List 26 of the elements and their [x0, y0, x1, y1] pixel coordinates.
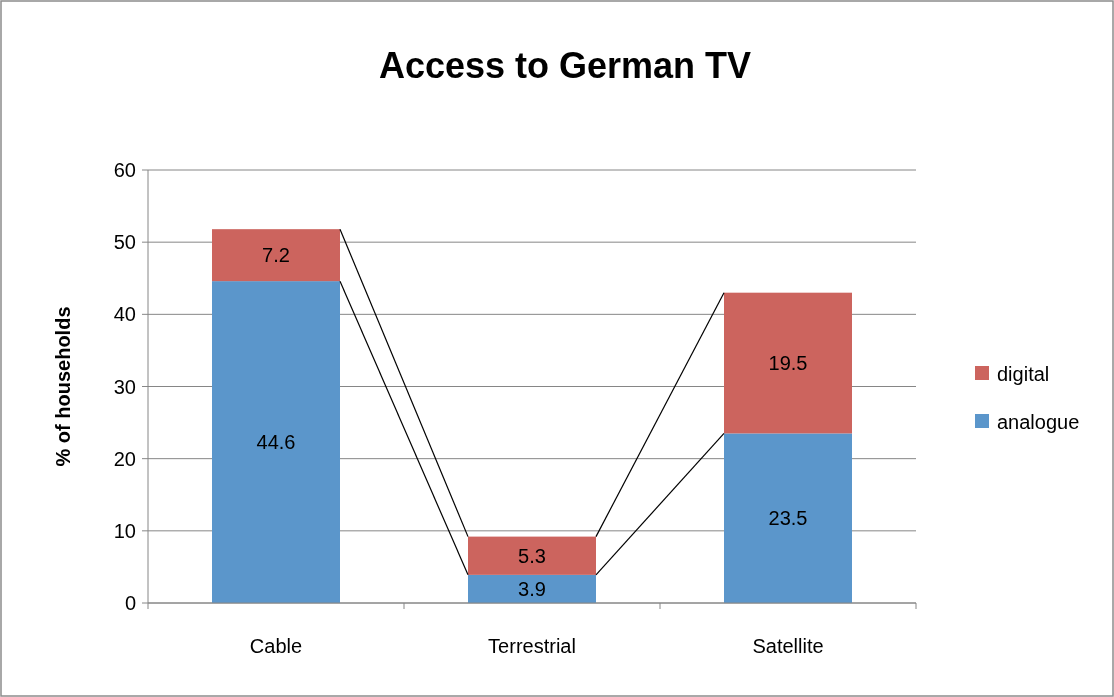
data-label: 3.9 — [518, 577, 546, 600]
y-tick-label: 10 — [113, 519, 136, 542]
y-tick-label: 30 — [113, 375, 136, 398]
y-tick-label: 60 — [113, 159, 136, 181]
data-label: 44.6 — [256, 431, 296, 454]
y-tick-label: 50 — [113, 231, 136, 254]
data-label: 23.5 — [768, 507, 808, 530]
y-tick-label: 40 — [113, 303, 136, 326]
x-tick-label: Satellite — [752, 635, 824, 657]
data-label: 7.2 — [262, 244, 290, 267]
bar — [212, 281, 340, 603]
legend-label: digital — [997, 363, 1050, 385]
bar — [212, 229, 340, 282]
bar — [724, 433, 852, 603]
data-label: 19.5 — [768, 352, 808, 375]
x-tick-label: Terrestrial — [488, 635, 576, 657]
bar — [468, 536, 596, 575]
bar — [724, 292, 852, 434]
legend-label: analogue — [997, 411, 1080, 433]
y-tick-label: 20 — [113, 447, 136, 470]
bar — [468, 574, 596, 603]
x-tick-label: Cable — [249, 635, 303, 657]
y-axis-title: % of households — [52, 306, 74, 467]
y-tick-label: 0 — [124, 592, 136, 614]
chart-title: Access to German TV — [378, 45, 752, 86]
data-label: 5.3 — [518, 544, 546, 567]
